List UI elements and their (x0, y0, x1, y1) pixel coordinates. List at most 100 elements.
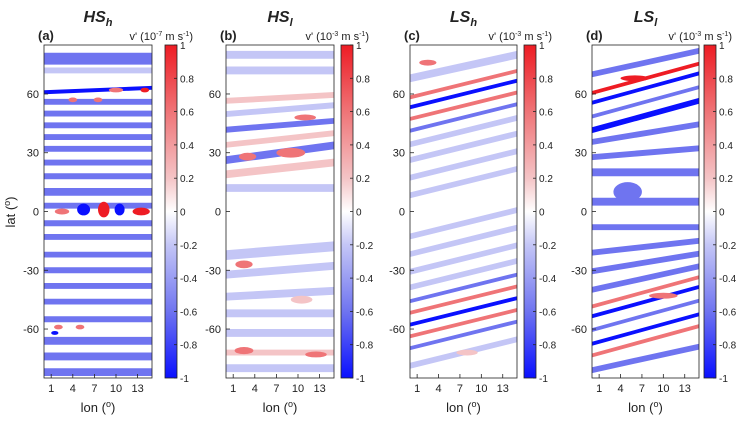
y-tick-label: 30 (27, 148, 39, 160)
colorbar-tick-label: -0.8 (539, 341, 557, 352)
band-contour (226, 184, 334, 192)
band-contour (410, 258, 517, 291)
blob-contour (276, 147, 306, 158)
cbar-label-units: (10 (316, 31, 332, 43)
panel-title-sub: l (290, 17, 294, 29)
panel-title: HSh (84, 9, 113, 29)
cbar-label-units: (10 (140, 31, 156, 43)
x-axis-label-text: lon ( (446, 400, 472, 415)
x-tick-label: 4 (70, 383, 76, 395)
cbar-label-close: ) (365, 31, 369, 43)
blob-contour (620, 75, 650, 82)
band-contour (592, 85, 699, 119)
x-axis-label: lon (o) (628, 399, 663, 415)
colorbar-tick-label: 0.4 (539, 141, 553, 152)
colorbar-tick-label: 0 (356, 208, 362, 219)
band-contour (410, 308, 517, 339)
band-contour (226, 158, 334, 179)
y-tick-label: 30 (575, 148, 587, 160)
colorbar-tick-label: -0.6 (539, 307, 557, 318)
band-contour (44, 336, 152, 345)
colorbar-tick-label: 0.2 (719, 174, 733, 185)
cbar-label-close: ) (548, 31, 552, 43)
band-contour (410, 148, 517, 181)
band-contour (592, 197, 699, 206)
band-contour (44, 352, 152, 361)
blob-contour (294, 114, 317, 121)
colorbar-tick-label: 0.2 (180, 174, 194, 185)
x-axis-label: lon (o) (446, 399, 481, 415)
band-contour (592, 298, 699, 332)
cbar-label-tail-exp: -1 (359, 31, 365, 38)
cbar-label-tail: m s (521, 31, 542, 43)
cbar-label-exp: -3 (695, 31, 701, 38)
plot-area (592, 45, 699, 378)
band-contour (44, 202, 152, 209)
band-contour (44, 110, 152, 117)
y-tick-label: -60 (205, 324, 221, 336)
colorbar-tick-label: 0 (539, 208, 545, 219)
y-tick-label: 0 (581, 207, 587, 219)
colorbar-tick-label: -0.4 (719, 274, 737, 285)
x-axis-label-close: ) (658, 400, 662, 415)
band-contour (44, 85, 152, 95)
band-contour (410, 50, 517, 83)
panel-tag: (b) (220, 28, 237, 43)
blob-contour (132, 207, 150, 216)
blob-contour (93, 97, 103, 103)
colorbar-tick-label: 0 (180, 208, 186, 219)
x-tick-label: 1 (48, 383, 54, 395)
y-tick-label: -30 (23, 265, 39, 277)
plot-area (410, 45, 517, 378)
band-contour (592, 145, 699, 161)
panel-title: HSl (267, 9, 293, 29)
panel-title-main: LS (634, 9, 655, 26)
blob-contour (649, 292, 678, 299)
colorbar-tick-label: -1 (539, 374, 548, 385)
panel-title-sub: l (654, 17, 658, 29)
cbar-label-tail-exp: -1 (183, 31, 189, 38)
colorbar-tick-label: 0 (719, 208, 725, 219)
band-contour (44, 283, 152, 289)
panel-title-main: HS (267, 9, 290, 26)
colorbar-tick-label: 1 (719, 41, 725, 52)
band-contour (226, 261, 334, 279)
x-axis-label-degree: o (471, 399, 476, 409)
x-tick-label: 10 (110, 383, 122, 395)
band-contour (410, 78, 517, 110)
y-tick-label: 0 (399, 207, 405, 219)
x-tick-label: 13 (313, 383, 325, 395)
x-tick-label: 4 (252, 383, 258, 395)
cbar-label-exp: -3 (515, 31, 521, 38)
x-tick-label: 4 (617, 383, 623, 395)
x-axis-label-text: lon ( (628, 400, 654, 415)
cbar-label-tail: m s (338, 31, 359, 43)
panel-title: LSl (634, 9, 658, 29)
x-axis-label-text: lon ( (81, 400, 107, 415)
x-tick-label: 1 (414, 383, 420, 395)
y-tick-label: 0 (33, 207, 39, 219)
band-contour (226, 92, 334, 104)
band-contour (592, 263, 699, 293)
x-axis-label-degree: o (653, 399, 658, 409)
x-tick-label: 10 (475, 383, 487, 395)
cbar-label-var: v' (489, 31, 500, 43)
band-contour (592, 285, 699, 319)
y-tick-label: 60 (393, 89, 405, 101)
band-contour (44, 316, 152, 323)
colorbar-tick-label: 0.8 (180, 74, 194, 85)
cbar-label-close: ) (728, 31, 732, 43)
band-contour (410, 224, 517, 257)
colorbar-tick-label: -0.8 (719, 341, 737, 352)
y-tick-label: 0 (215, 207, 221, 219)
blob-contour (290, 295, 313, 304)
blob-contour (77, 203, 91, 216)
x-tick-label: 1 (596, 383, 602, 395)
y-tick-label: 60 (209, 89, 221, 101)
colorbar-tick-label: -0.6 (719, 307, 737, 318)
colorbar-tick-label: 1 (180, 41, 186, 52)
blob-contour (68, 97, 78, 103)
colorbar-tick-label: -0.8 (180, 341, 198, 352)
cbar-label-tail: m s (701, 31, 722, 43)
